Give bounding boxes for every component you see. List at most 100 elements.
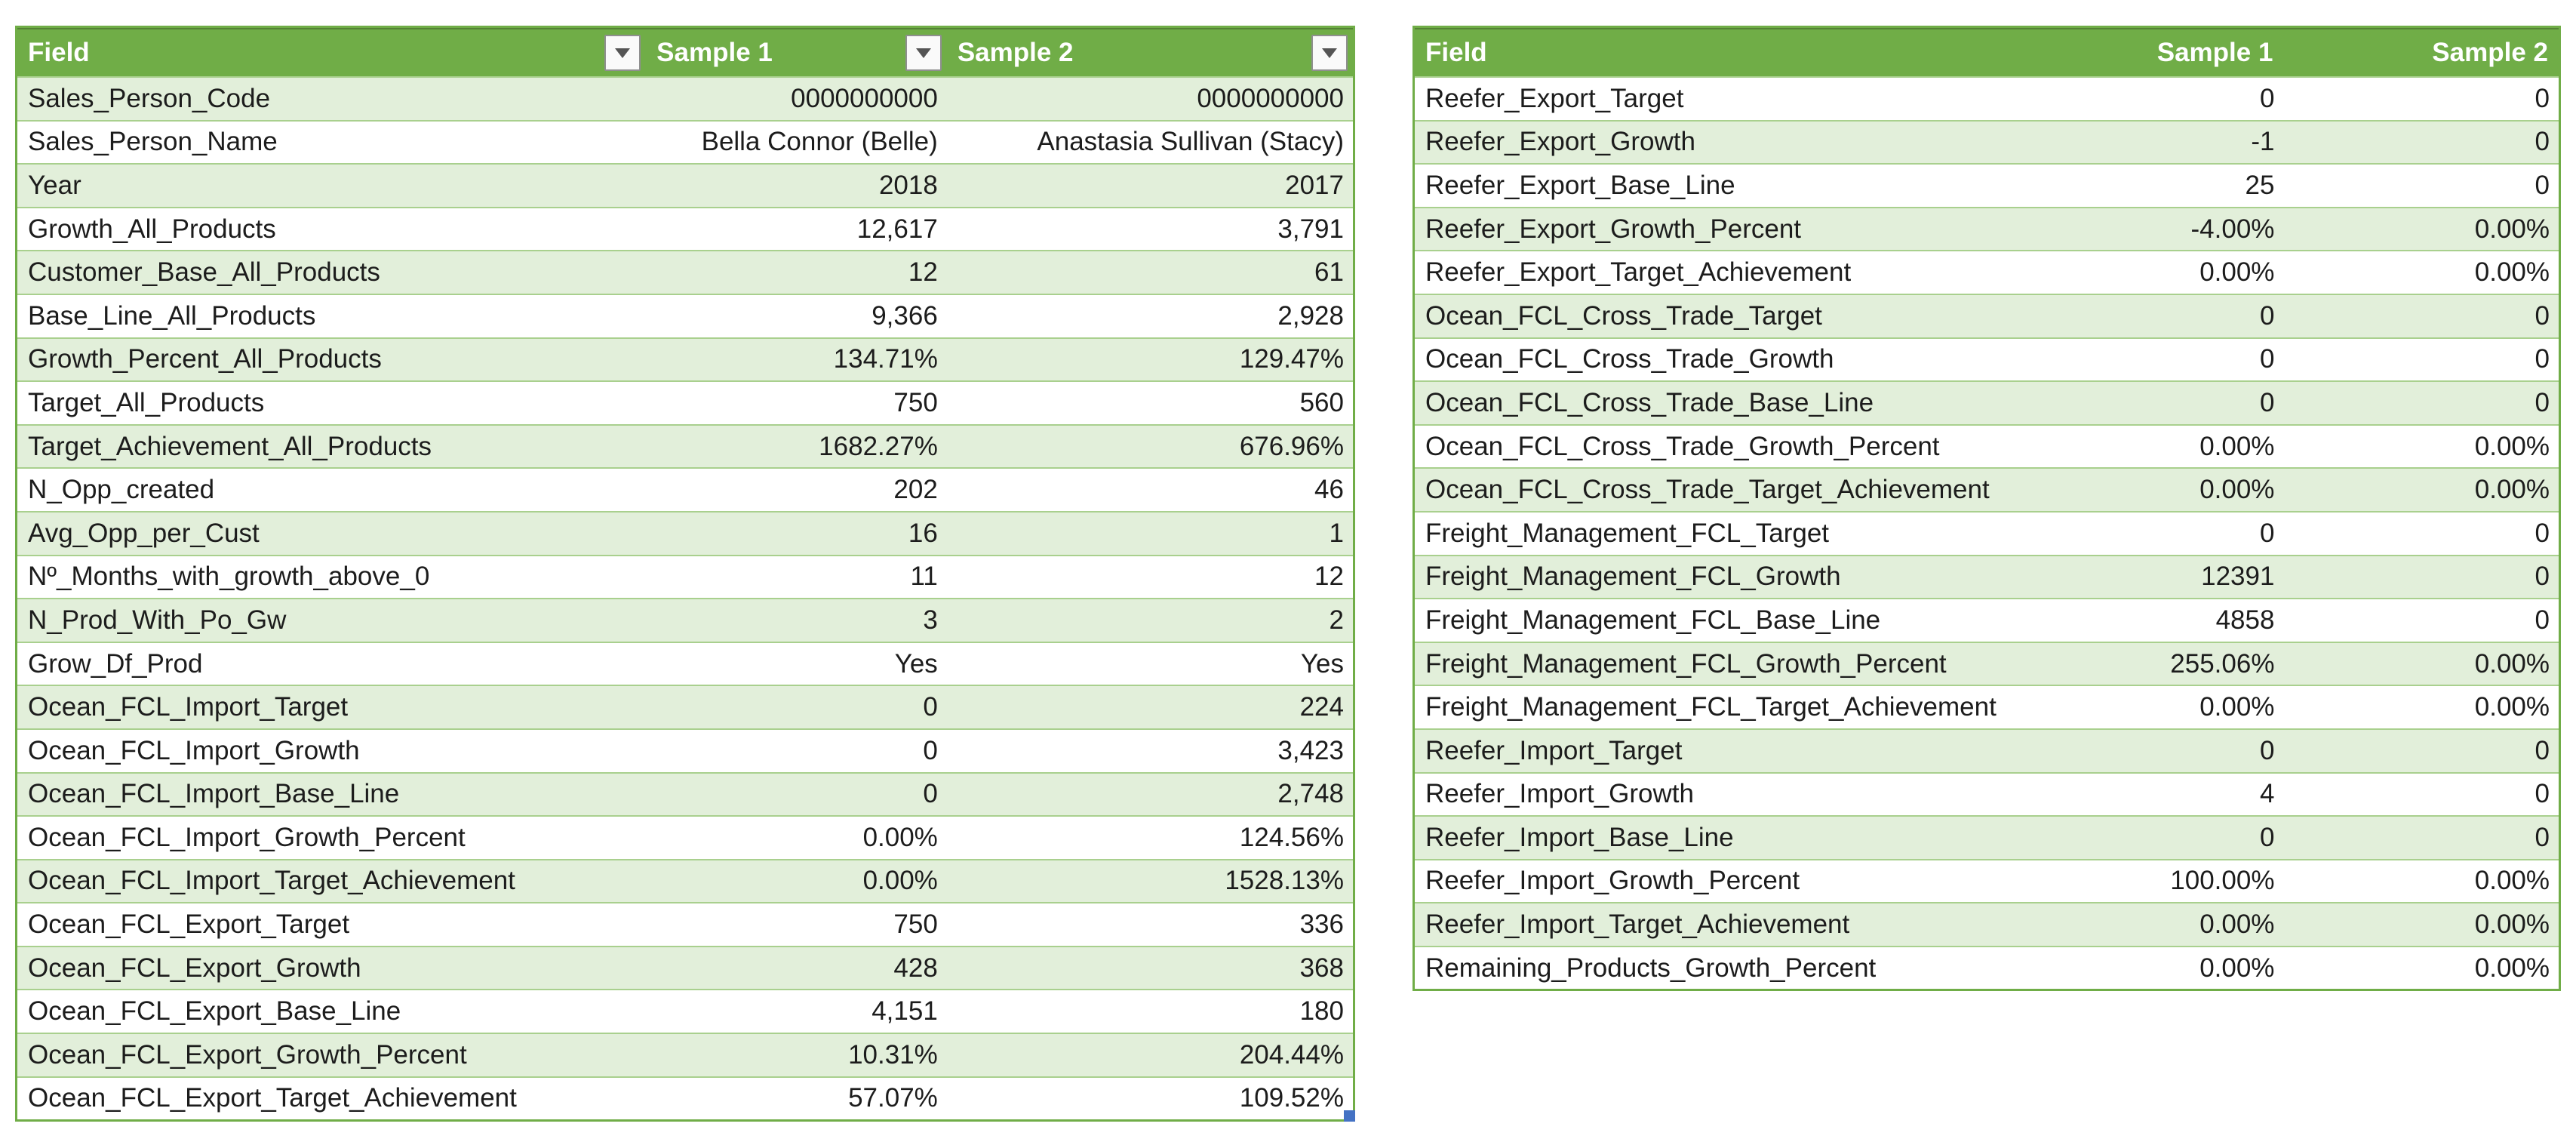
cell-sample1[interactable]: 0.00% xyxy=(2199,431,2275,461)
cell-sample1[interactable]: -4.00% xyxy=(2190,214,2275,244)
cell-field[interactable]: Nº_Months_with_growth_above_0 xyxy=(28,562,430,592)
cell-sample2[interactable]: 3,423 xyxy=(1277,735,1344,765)
cell-sample1[interactable]: 0 xyxy=(923,735,938,765)
cell-field[interactable]: Ocean_FCL_Export_Target xyxy=(28,910,350,940)
cell-field[interactable]: Reefer_Export_Base_Line xyxy=(1425,170,1735,200)
cell-sample1[interactable]: 255.06% xyxy=(2170,648,2275,679)
cell-field[interactable]: Freight_Management_FCL_Growth_Percent xyxy=(1425,648,1947,679)
cell-field[interactable]: Ocean_FCL_Import_Target_Achievement xyxy=(28,866,515,896)
cell-field[interactable]: N_Prod_With_Po_Gw xyxy=(28,605,287,635)
cell-field[interactable]: Target_All_Products xyxy=(28,387,265,417)
cell-sample2[interactable]: 0 xyxy=(2535,387,2550,417)
cell-field[interactable]: Ocean_FCL_Export_Base_Line xyxy=(28,996,401,1027)
cell-sample1[interactable]: 12391 xyxy=(2201,562,2275,592)
cell-sample1[interactable]: 12,617 xyxy=(856,214,938,244)
cell-sample2[interactable]: 129.47% xyxy=(1239,344,1344,374)
cell-sample2[interactable]: 1 xyxy=(1329,518,1344,548)
cell-field[interactable]: Reefer_Import_Target_Achievement xyxy=(1425,910,1850,940)
cell-sample1[interactable]: 57.07% xyxy=(848,1083,938,1113)
right-column-header-sample1[interactable]: Sample 1 xyxy=(2073,29,2284,76)
cell-sample1[interactable]: 0 xyxy=(2259,83,2275,113)
cell-field[interactable]: Grow_Df_Prod xyxy=(28,648,203,679)
cell-sample2[interactable]: 0 xyxy=(2535,127,2550,157)
cell-sample2[interactable]: 0.00% xyxy=(2474,257,2550,288)
cell-sample2[interactable]: Yes xyxy=(1300,648,1344,679)
cell-field[interactable]: Ocean_FCL_Cross_Trade_Base_Line xyxy=(1425,387,1874,417)
cell-field[interactable]: Remaining_Products_Growth_Percent xyxy=(1425,953,1877,983)
cell-sample1[interactable]: 0 xyxy=(2259,300,2275,331)
cell-field[interactable]: Reefer_Import_Target xyxy=(1425,735,1683,765)
cell-sample1[interactable]: 0 xyxy=(923,692,938,722)
cell-sample2[interactable]: 560 xyxy=(1299,387,1344,417)
cell-field[interactable]: Ocean_FCL_Export_Target_Achievement xyxy=(28,1083,517,1113)
cell-sample2[interactable]: 1528.13% xyxy=(1225,866,1344,896)
cell-sample2[interactable]: 0.00% xyxy=(2474,648,2550,679)
cell-field[interactable]: Base_Line_All_Products xyxy=(28,300,316,331)
cell-field[interactable]: Reefer_Export_Target_Achievement xyxy=(1425,257,1852,288)
cell-field[interactable]: Sales_Person_Name xyxy=(28,127,278,157)
cell-field[interactable]: N_Opp_created xyxy=(28,475,215,505)
right-column-header-sample2[interactable]: Sample 2 xyxy=(2283,29,2559,76)
left-column-header-sample1[interactable]: Sample 1 xyxy=(646,29,947,76)
cell-field[interactable]: Ocean_FCL_Import_Growth xyxy=(28,735,360,765)
cell-sample2[interactable]: 0 xyxy=(2535,170,2550,200)
cell-sample2[interactable]: 0.00% xyxy=(2474,910,2550,940)
cell-sample2[interactable]: Anastasia Sullivan (Stacy) xyxy=(1037,127,1344,157)
cell-field[interactable]: Ocean_FCL_Import_Growth_Percent xyxy=(28,822,466,852)
cell-sample2[interactable]: 0 xyxy=(2535,562,2550,592)
cell-sample1[interactable]: 3 xyxy=(923,605,938,635)
cell-sample1[interactable]: 4,151 xyxy=(871,996,938,1027)
cell-sample1[interactable]: 0.00% xyxy=(2199,475,2275,505)
cell-sample2[interactable]: 0.00% xyxy=(2474,475,2550,505)
cell-sample2[interactable]: 2,928 xyxy=(1277,300,1344,331)
cell-field[interactable]: Freight_Management_FCL_Growth xyxy=(1425,562,1841,592)
filter-button-sample1[interactable] xyxy=(905,35,942,71)
cell-sample2[interactable]: 0 xyxy=(2535,822,2550,852)
cell-field[interactable]: Ocean_FCL_Export_Growth xyxy=(28,953,361,983)
cell-sample1[interactable]: 0 xyxy=(2259,822,2275,852)
cell-field[interactable]: Freight_Management_FCL_Target_Achievemen… xyxy=(1425,692,1997,722)
cell-sample1[interactable]: 16 xyxy=(908,518,938,548)
cell-sample2[interactable]: 0.00% xyxy=(2474,431,2550,461)
cell-field[interactable]: Growth_Percent_All_Products xyxy=(28,344,382,374)
cell-field[interactable]: Ocean_FCL_Cross_Trade_Target_Achievement xyxy=(1425,475,1990,505)
cell-sample1[interactable]: Bella Connor (Belle) xyxy=(701,127,938,157)
cell-sample2[interactable]: 368 xyxy=(1299,953,1344,983)
cell-sample1[interactable]: 0.00% xyxy=(862,866,938,896)
cell-sample1[interactable]: 134.71% xyxy=(833,344,938,374)
filter-button-sample2[interactable] xyxy=(1311,35,1348,71)
cell-sample1[interactable]: 25 xyxy=(2245,170,2275,200)
cell-sample1[interactable]: 2018 xyxy=(878,170,938,200)
cell-sample2[interactable]: 0 xyxy=(2535,605,2550,635)
cell-sample2[interactable]: 109.52% xyxy=(1239,1083,1344,1113)
cell-sample2[interactable]: 0.00% xyxy=(2474,214,2550,244)
cell-sample1[interactable]: 0 xyxy=(923,779,938,809)
cell-sample2[interactable]: 2,748 xyxy=(1277,779,1344,809)
cell-sample1[interactable]: 10.31% xyxy=(848,1039,938,1070)
cell-sample2[interactable]: 0000000000 xyxy=(1197,83,1344,113)
cell-sample2[interactable]: 3,791 xyxy=(1277,214,1344,244)
cell-sample1[interactable]: 9,366 xyxy=(871,300,938,331)
cell-field[interactable]: Year xyxy=(28,170,81,200)
cell-sample2[interactable]: 204.44% xyxy=(1239,1039,1344,1070)
cell-sample2[interactable]: 0.00% xyxy=(2474,866,2550,896)
cell-field[interactable]: Reefer_Export_Target xyxy=(1425,83,1684,113)
cell-field[interactable]: Freight_Management_FCL_Base_Line xyxy=(1425,605,1881,635)
cell-sample1[interactable]: 100.00% xyxy=(2170,866,2275,896)
cell-field[interactable]: Reefer_Import_Growth xyxy=(1425,779,1694,809)
cell-sample2[interactable]: 0 xyxy=(2535,518,2550,548)
cell-field[interactable]: Reefer_Export_Growth xyxy=(1425,127,1695,157)
cell-sample1[interactable]: -1 xyxy=(2251,127,2275,157)
cell-sample2[interactable]: 336 xyxy=(1299,910,1344,940)
cell-sample2[interactable]: 61 xyxy=(1314,257,1344,288)
cell-field[interactable]: Ocean_FCL_Export_Growth_Percent xyxy=(28,1039,467,1070)
cell-field[interactable]: Sales_Person_Code xyxy=(28,83,271,113)
cell-sample2[interactable]: 46 xyxy=(1314,475,1344,505)
cell-sample2[interactable]: 224 xyxy=(1299,692,1344,722)
cell-sample2[interactable]: 2 xyxy=(1329,605,1344,635)
cell-field[interactable]: Reefer_Import_Growth_Percent xyxy=(1425,866,1800,896)
cell-sample2[interactable]: 0 xyxy=(2535,83,2550,113)
cell-sample1[interactable]: 0 xyxy=(2259,344,2275,374)
cell-sample1[interactable]: 0 xyxy=(2259,735,2275,765)
cell-sample2[interactable]: 124.56% xyxy=(1239,822,1344,852)
